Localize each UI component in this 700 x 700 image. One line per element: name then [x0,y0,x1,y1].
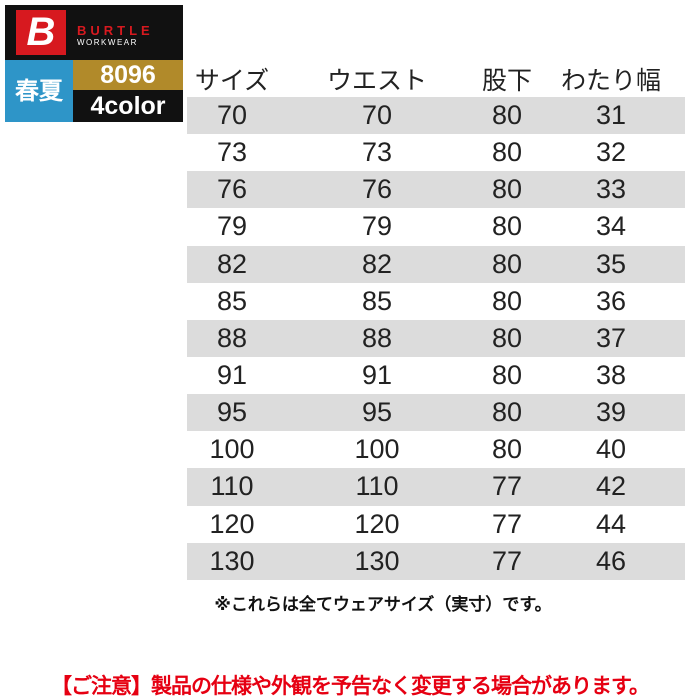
cell-thigh-width: 31 [595,100,627,131]
cell-waist: 110 [355,471,399,502]
cell-inseam: 80 [491,360,523,391]
table-row: 76 76 80 33 [187,171,685,209]
cell-thigh-width: 37 [595,322,627,353]
cell-waist: 91 [361,360,393,391]
cell-size: 76 [216,174,248,205]
table-row: 70 70 80 31 [187,97,685,135]
table-row: 88 88 80 37 [187,319,685,357]
cell-waist: 130 [354,545,400,576]
cell-inseam: 80 [491,211,523,242]
cell-waist: 85 [361,285,393,316]
cell-size: 70 [216,100,248,131]
header-thigh-width: わたり幅 [560,66,661,95]
cell-thigh-width: 46 [595,545,627,576]
cell-thigh-width: 32 [595,137,627,168]
table-row: 120 120 77 44 [187,506,685,543]
cell-size: 110 [210,471,254,502]
cell-thigh-width: 38 [595,360,627,391]
size-table: サイズ ウエスト 股下 わたり幅 70 70 80 31 73 73 80 32 76 76 80 3… [187,60,685,580]
table-row: 95 95 80 39 [187,394,685,432]
cell-size: 82 [216,248,248,279]
table-row: 82 82 80 35 [187,245,685,283]
table-row: 110 110 77 42 [187,468,685,506]
cell-inseam: 80 [491,100,523,131]
cell-waist: 82 [361,248,393,279]
table-header: サイズ ウエスト 股下 わたり幅 [187,60,685,97]
cell-inseam: 77 [491,471,523,502]
cell-inseam: 80 [491,174,523,205]
header-inseam: 股下 [481,66,532,95]
cell-size: 88 [216,322,248,353]
cell-size: 73 [216,137,248,168]
cell-inseam: 80 [491,137,523,168]
cell-inseam: 80 [491,434,523,465]
cell-inseam: 80 [491,285,523,316]
brand-logo: B BURTLE WORKWEAR 春夏 8096 4color [5,5,183,122]
cell-inseam: 80 [491,397,523,428]
cell-waist: 70 [361,100,393,131]
brand-name: BURTLE [77,23,154,38]
cell-waist: 73 [361,137,393,168]
cell-waist: 120 [354,508,400,539]
color-count: 4color [73,90,183,122]
cell-waist: 79 [361,211,393,242]
cell-inseam: 77 [491,545,523,576]
table-row: 85 85 80 36 [187,283,685,320]
cell-inseam: 80 [491,322,523,353]
cell-waist: 76 [361,174,393,205]
table-row: 73 73 80 32 [187,134,685,171]
logo-header: B BURTLE WORKWEAR [5,5,183,60]
cell-size: 100 [209,434,255,465]
cell-thigh-width: 36 [595,285,627,316]
caution-notice: 【ご注意】製品の仕様や外観を予告なく変更する場合があります。 [51,674,650,698]
size-note: ※これらは全てウェアサイズ（実寸）です。 [214,595,552,615]
header-size: サイズ [194,66,270,95]
cell-thigh-width: 40 [595,434,627,465]
cell-thigh-width: 39 [595,397,627,428]
season-label: 春夏 [5,60,73,122]
burtle-b-mark: B [16,10,66,55]
product-code: 8096 [73,60,183,90]
cell-waist: 95 [361,397,393,428]
table-row: 130 130 77 46 [187,542,685,580]
table-row: 100 100 80 40 [187,431,685,468]
cell-thigh-width: 35 [595,248,627,279]
cell-inseam: 80 [491,248,523,279]
cell-waist: 100 [354,434,400,465]
header-waist: ウエスト [326,66,427,95]
cell-waist: 88 [361,322,393,353]
cell-thigh-width: 34 [595,211,627,242]
cell-size: 130 [209,545,255,576]
cell-size: 120 [209,508,255,539]
cell-size: 95 [216,397,248,428]
cell-size: 79 [216,211,248,242]
cell-thigh-width: 44 [595,508,627,539]
cell-size: 85 [216,285,248,316]
cell-thigh-width: 42 [595,471,627,502]
table-row: 91 91 80 38 [187,357,685,394]
cell-inseam: 77 [491,508,523,539]
table-row: 79 79 80 34 [187,208,685,245]
cell-thigh-width: 33 [595,174,627,205]
brand-subtitle: WORKWEAR [77,38,138,47]
cell-size: 91 [216,360,248,391]
